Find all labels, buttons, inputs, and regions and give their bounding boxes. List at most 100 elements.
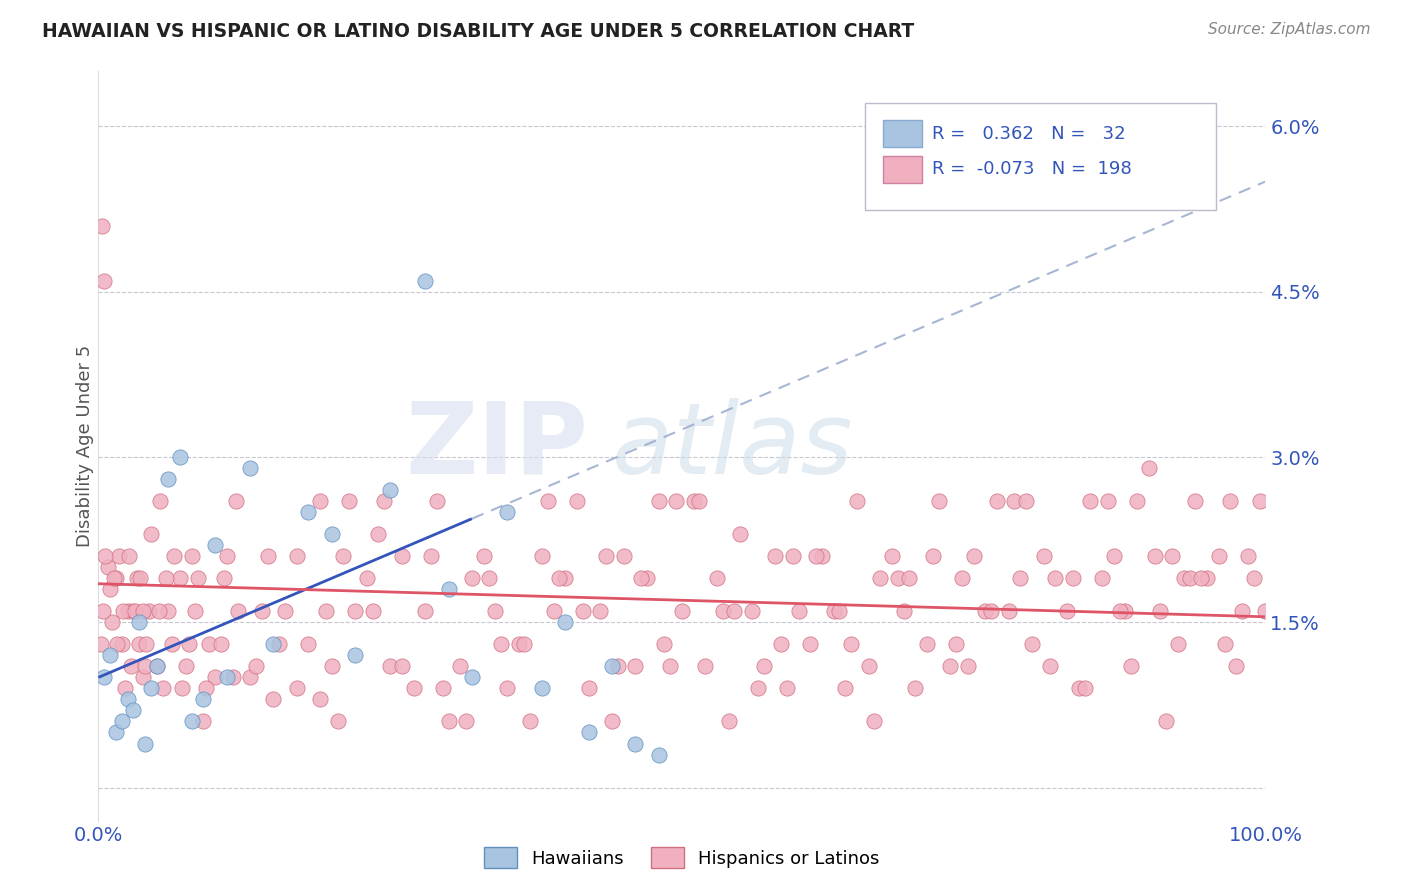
Point (209, 637, 232, 651)
Point (309, 692, 332, 706)
Point (1021, 637, 1043, 651)
Point (659, 659, 682, 673)
Point (128, 615, 150, 630)
Point (146, 659, 169, 673)
Point (489, 637, 512, 651)
Point (139, 681, 162, 696)
Point (134, 659, 156, 673)
Point (770, 637, 793, 651)
Point (858, 659, 880, 673)
Point (250, 604, 273, 618)
Point (228, 604, 250, 618)
Point (1045, 571, 1067, 585)
Point (823, 604, 845, 618)
Point (1062, 571, 1084, 585)
Point (578, 725, 600, 739)
Point (101, 615, 124, 630)
Point (776, 681, 799, 696)
Point (1126, 494, 1149, 508)
Point (1208, 549, 1230, 564)
Text: R =  -0.073   N =  198: R = -0.073 N = 198 (932, 161, 1132, 178)
Point (472, 549, 495, 564)
Point (986, 494, 1008, 508)
Point (624, 737, 647, 751)
Point (1213, 637, 1236, 651)
Point (356, 571, 378, 585)
Point (118, 549, 141, 564)
Point (543, 604, 565, 618)
Point (1184, 494, 1206, 508)
Point (172, 681, 194, 696)
Point (898, 571, 921, 585)
Point (420, 549, 443, 564)
Point (108, 549, 131, 564)
Point (426, 494, 449, 508)
Point (711, 604, 734, 618)
Point (198, 637, 221, 651)
Point (461, 571, 484, 585)
Point (1080, 494, 1102, 508)
Point (496, 505, 519, 519)
Point (184, 604, 207, 618)
Text: atlas: atlas (612, 398, 853, 494)
Point (530, 549, 553, 564)
Point (321, 527, 343, 541)
Point (647, 494, 669, 508)
Point (1097, 494, 1119, 508)
Point (332, 549, 354, 564)
Point (478, 571, 501, 585)
Point (1121, 659, 1143, 673)
Point (367, 527, 389, 541)
Point (1032, 549, 1054, 564)
Point (104, 571, 127, 585)
Point (723, 604, 745, 618)
Point (239, 461, 262, 475)
Point (146, 659, 169, 673)
Point (1137, 461, 1160, 475)
Point (804, 549, 827, 564)
Point (1038, 659, 1060, 673)
Point (1143, 549, 1166, 564)
Point (1197, 571, 1219, 585)
Point (454, 714, 477, 729)
Point (285, 681, 308, 696)
Point (337, 494, 360, 508)
Point (730, 527, 752, 541)
Point (98, 582, 121, 597)
Point (132, 670, 155, 684)
Point (180, 714, 202, 729)
Point (950, 571, 973, 585)
Point (763, 549, 786, 564)
Point (315, 604, 337, 618)
Point (361, 604, 384, 618)
Point (155, 571, 177, 585)
Point (1225, 659, 1247, 673)
Point (682, 494, 704, 508)
Point (1015, 494, 1038, 508)
Point (90, 637, 112, 651)
Point (589, 604, 612, 618)
Point (717, 714, 740, 729)
Point (239, 670, 262, 684)
Point (215, 670, 238, 684)
Point (1102, 549, 1125, 564)
Point (1149, 604, 1171, 618)
Point (1108, 604, 1130, 618)
Point (91, 604, 114, 618)
Point (97, 560, 120, 574)
Point (221, 670, 243, 684)
Point (326, 714, 349, 729)
Point (484, 604, 506, 618)
Point (665, 494, 688, 508)
Point (179, 637, 201, 651)
Point (149, 494, 172, 508)
Point (413, 604, 436, 618)
Point (904, 681, 927, 696)
Point (1254, 604, 1277, 618)
Point (437, 582, 460, 597)
Point (828, 604, 851, 618)
Point (120, 659, 142, 673)
Point (461, 670, 484, 684)
Point (600, 714, 623, 729)
Point (928, 494, 950, 508)
